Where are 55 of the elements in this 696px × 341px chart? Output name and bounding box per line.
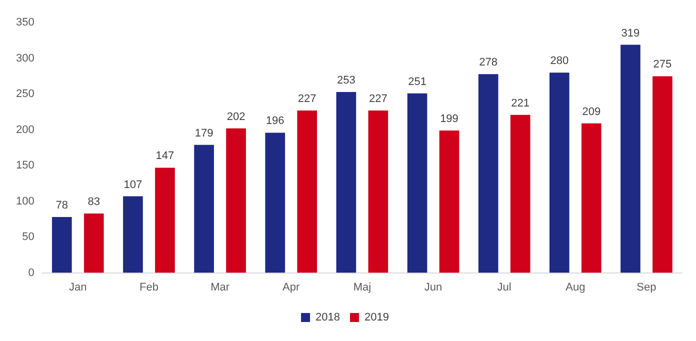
- bar: [581, 123, 602, 273]
- data-label: 196: [266, 115, 284, 128]
- x-tick-label: Feb: [139, 281, 158, 294]
- data-label: 209: [582, 106, 601, 118]
- data-label: 278: [479, 56, 498, 69]
- bar: [155, 168, 175, 273]
- x-tick-label: Apr: [282, 281, 300, 294]
- x-tick-label: Jun: [424, 281, 442, 294]
- bar: [226, 128, 246, 273]
- bar: [439, 130, 460, 273]
- data-label: 227: [298, 93, 316, 106]
- y-tick-label: 300: [16, 52, 34, 64]
- x-tick-label: Jul: [497, 281, 512, 294]
- y-tick-label: 50: [22, 231, 34, 244]
- data-label: 319: [621, 27, 640, 40]
- bar: [265, 132, 286, 273]
- x-tick-label: Sep: [636, 281, 656, 294]
- data-label: 78: [56, 200, 68, 212]
- bar: [368, 110, 388, 273]
- data-label: 227: [368, 93, 388, 106]
- bar: [652, 76, 672, 273]
- legend-label: 2018: [316, 312, 340, 324]
- bar: [123, 196, 143, 273]
- bar: [620, 44, 640, 273]
- bar: [84, 213, 104, 273]
- data-label: 83: [88, 196, 100, 208]
- bar: [52, 217, 72, 273]
- y-tick-label: 350: [16, 16, 34, 29]
- bar: [407, 93, 428, 273]
- legend-label: 2019: [364, 312, 389, 324]
- bar: [549, 72, 570, 273]
- data-label: 253: [337, 74, 356, 86]
- bar: [336, 92, 356, 273]
- y-tick-label: 100: [16, 195, 34, 208]
- x-tick-label: Mar: [210, 281, 230, 294]
- data-label: 202: [226, 110, 246, 123]
- x-tick-label: Maj: [353, 281, 372, 294]
- y-tick-label: 200: [16, 124, 34, 136]
- bar: [510, 114, 530, 273]
- bar: [297, 110, 318, 273]
- x-tick-label: Aug: [566, 281, 586, 294]
- data-label: 147: [156, 150, 174, 162]
- data-label: 221: [511, 97, 530, 110]
- data-label: 199: [440, 113, 458, 126]
- data-label: 275: [653, 58, 672, 71]
- data-label: 280: [550, 55, 569, 68]
- y-tick-label: 150: [16, 160, 34, 172]
- y-tick-label: 250: [16, 88, 34, 100]
- y-tick-label: 0: [28, 266, 34, 279]
- bar: [478, 74, 498, 273]
- data-label: 179: [194, 127, 214, 140]
- bar: [194, 144, 214, 273]
- data-label: 251: [408, 76, 426, 88]
- x-tick-label: Jan: [69, 281, 87, 294]
- data-label: 107: [124, 178, 142, 191]
